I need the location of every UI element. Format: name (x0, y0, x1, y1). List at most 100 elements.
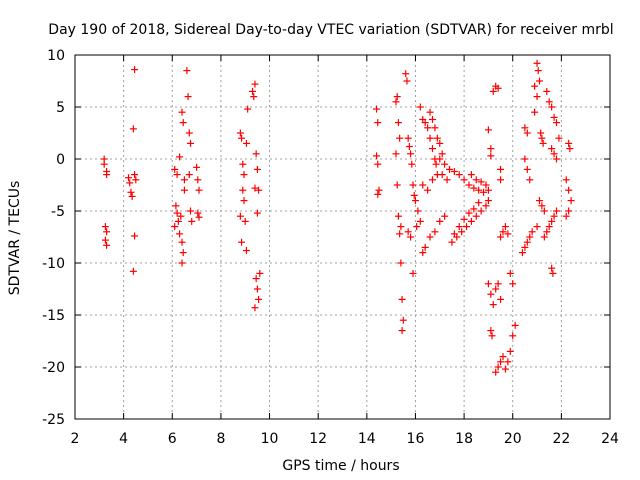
data-point (489, 87, 497, 95)
data-point (101, 223, 109, 231)
data-point (526, 233, 534, 241)
data-point (178, 108, 186, 116)
data-point (511, 321, 519, 329)
data-point (487, 327, 495, 335)
data-point (253, 209, 261, 217)
data-point (253, 165, 261, 173)
data-point (538, 202, 546, 210)
data-point (545, 223, 553, 231)
data-point (184, 93, 192, 101)
data-point (487, 152, 495, 160)
data-point (426, 108, 434, 116)
data-point (504, 358, 512, 366)
x-tick-label: 12 (309, 431, 327, 447)
data-point (193, 163, 201, 171)
y-tick-label: -25 (42, 412, 65, 428)
data-point (553, 207, 560, 215)
data-point (441, 212, 449, 220)
data-point (543, 228, 551, 236)
data-point (506, 269, 514, 277)
data-point (414, 207, 422, 215)
data-point (426, 134, 434, 142)
data-point (467, 217, 475, 225)
data-point (405, 143, 413, 151)
data-point (183, 67, 191, 75)
data-point (179, 249, 187, 257)
data-point (125, 174, 132, 182)
data-point (195, 213, 203, 221)
data-point (428, 145, 436, 153)
data-point (393, 181, 401, 189)
data-point (398, 327, 406, 335)
data-point (241, 217, 249, 225)
x-tick-label: 6 (168, 431, 177, 447)
data-point (565, 207, 573, 215)
data-point (407, 150, 415, 158)
x-tick-label: 24 (601, 431, 619, 447)
data-point (177, 212, 185, 220)
data-point (535, 197, 543, 205)
data-point (252, 275, 260, 283)
data-point (185, 171, 193, 179)
data-point (455, 171, 463, 179)
data-point (419, 249, 427, 257)
data-point (374, 160, 382, 168)
x-axis-label: GPS time / hours (282, 458, 399, 474)
data-point (236, 129, 244, 137)
data-point (172, 202, 180, 210)
data-point (397, 259, 405, 267)
data-point (407, 233, 415, 241)
data-point (392, 150, 400, 158)
grid-layer (75, 55, 610, 419)
data-point (413, 223, 421, 231)
data-point (131, 171, 139, 179)
data-point (555, 134, 563, 142)
data-point (174, 217, 182, 225)
y-tick-label: -10 (42, 256, 65, 272)
data-point (477, 207, 485, 215)
data-point (538, 134, 546, 142)
data-point (253, 285, 261, 293)
data-point (475, 186, 483, 194)
data-point (396, 134, 404, 142)
data-point (533, 59, 541, 67)
data-point (521, 155, 529, 163)
data-point (509, 280, 517, 288)
data-point (567, 197, 575, 205)
data-point (467, 171, 475, 179)
data-point (492, 285, 500, 293)
x-tick-label: 10 (261, 431, 279, 447)
data-point (482, 202, 490, 210)
y-tick-label: -20 (42, 360, 65, 376)
x-tick-label: 8 (216, 431, 225, 447)
data-point (494, 84, 502, 92)
data-point (562, 212, 570, 220)
data-point (531, 108, 539, 116)
data-point (477, 178, 485, 186)
data-point (173, 171, 181, 179)
data-point (499, 353, 507, 361)
data-point (403, 77, 411, 85)
data-point (131, 66, 139, 74)
data-point (494, 280, 502, 288)
data-point (470, 205, 478, 213)
x-tick-label: 20 (504, 431, 522, 447)
data-point (488, 332, 496, 340)
data-point (472, 176, 480, 184)
data-point (446, 165, 453, 173)
data-point (131, 232, 139, 240)
data-point (187, 139, 195, 147)
data-point (178, 259, 186, 267)
x-tick-label: 4 (119, 431, 128, 447)
data-point (484, 186, 492, 194)
data-point (244, 105, 252, 113)
y-tick-label: 5 (56, 100, 65, 116)
data-points (100, 59, 575, 376)
data-point (562, 176, 570, 184)
data-point (374, 119, 382, 127)
y-tick-label: 0 (56, 152, 65, 168)
chart-title: Day 190 of 2018, Sidereal Day-to-day VTE… (48, 22, 613, 38)
data-point (523, 129, 531, 137)
data-point (475, 199, 483, 207)
data-point (103, 171, 111, 179)
